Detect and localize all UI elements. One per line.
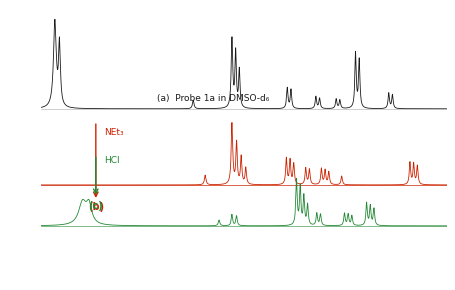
Text: HCl: HCl [104,156,119,165]
Text: (b): (b) [87,202,104,212]
Text: (c): (c) [87,201,102,211]
Text: (a)  Probe 1a in DMSO-d₆: (a) Probe 1a in DMSO-d₆ [157,94,268,103]
Text: NEt₃: NEt₃ [104,128,123,137]
